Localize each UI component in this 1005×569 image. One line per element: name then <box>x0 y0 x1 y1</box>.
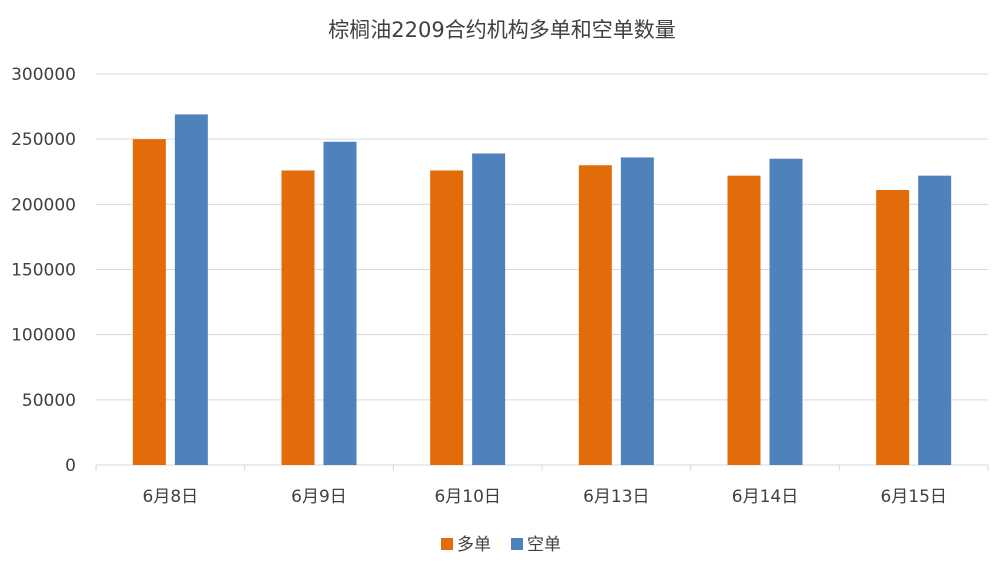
legend-swatch <box>441 538 453 550</box>
bar-long <box>727 175 761 465</box>
x-tick-label: 6月8日 <box>143 487 199 507</box>
grid <box>95 73 989 471</box>
bar-short <box>323 141 357 466</box>
legend-label: 空单 <box>527 535 561 555</box>
y-tick-label: 300000 <box>11 65 76 85</box>
legend: 多单 空单 <box>441 535 561 555</box>
x-tick-label: 6月9日 <box>291 487 347 507</box>
x-tick-label: 6月10日 <box>434 487 500 507</box>
x-tick-label: 6月13日 <box>583 487 649 507</box>
bar-short <box>620 157 654 465</box>
legend-swatch <box>511 538 523 550</box>
bar-short <box>769 158 803 465</box>
y-tick-label: 200000 <box>11 195 76 215</box>
bar-long <box>132 139 166 465</box>
bar-long <box>281 170 315 466</box>
bar-long <box>430 170 464 466</box>
y-tick-label: 50000 <box>22 391 76 411</box>
x-tick-label: 6月15日 <box>880 487 946 507</box>
x-axis: 6月8日 6月9日 6月10日 6月13日 6月14日 6月15日 <box>143 487 947 507</box>
bar-short <box>472 153 506 465</box>
x-tick-label: 6月14日 <box>732 487 798 507</box>
bar-long <box>876 189 910 465</box>
bar-long <box>578 165 612 465</box>
chart-title: 棕榈油2209合约机构多单和空单数量 <box>328 18 675 42</box>
bar-short <box>174 114 208 466</box>
bar-short <box>918 175 952 465</box>
y-tick-label: 150000 <box>11 261 76 281</box>
y-tick-label: 0 <box>65 456 76 476</box>
y-tick-label: 100000 <box>11 326 76 346</box>
bars <box>132 114 952 466</box>
y-tick-label: 250000 <box>11 130 76 150</box>
y-axis: 0 50000 100000 150000 200000 250000 300000 <box>11 65 76 476</box>
legend-label: 多单 <box>457 535 491 555</box>
